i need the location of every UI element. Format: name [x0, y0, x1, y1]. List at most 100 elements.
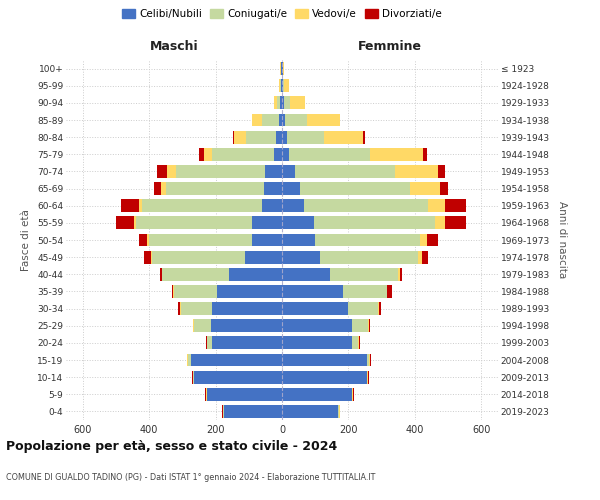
Bar [152, 250, 245, 264]
Bar [282, 302, 349, 315]
Y-axis label: Anni di nascita: Anni di nascita [557, 202, 566, 278]
Bar [368, 320, 369, 332]
Bar [352, 336, 358, 349]
Bar [142, 200, 262, 212]
Bar [151, 250, 152, 264]
Bar [287, 130, 323, 143]
Bar [282, 268, 330, 280]
Bar [284, 96, 290, 110]
Bar [160, 268, 162, 280]
Bar [188, 354, 191, 366]
Bar [280, 62, 281, 75]
Bar [435, 216, 445, 230]
Bar [187, 354, 188, 366]
Bar [282, 354, 367, 366]
Text: COMUNE DI GUALDO TADINO (PG) - Dati ISTAT 1° gennaio 2024 - Elaborazione TUTTITA: COMUNE DI GUALDO TADINO (PG) - Dati ISTA… [6, 473, 376, 482]
Bar [191, 354, 282, 366]
Bar [262, 200, 282, 212]
Bar [281, 80, 282, 92]
Bar [282, 200, 304, 212]
Bar [207, 388, 282, 400]
Bar [388, 285, 392, 298]
Bar [246, 130, 276, 143]
Bar [359, 336, 360, 349]
Bar [418, 250, 422, 264]
Bar [205, 388, 206, 400]
Bar [283, 62, 284, 75]
Bar [422, 250, 428, 264]
Bar [154, 182, 161, 195]
Bar [229, 268, 282, 280]
Bar [282, 165, 295, 178]
Bar [116, 216, 134, 230]
Bar [277, 96, 280, 110]
Bar [274, 148, 282, 160]
Bar [167, 165, 176, 178]
Bar [193, 320, 194, 332]
Bar [264, 182, 282, 195]
Bar [379, 302, 380, 315]
Bar [262, 114, 278, 126]
Bar [173, 285, 174, 298]
Bar [410, 182, 440, 195]
Bar [369, 320, 370, 332]
Y-axis label: Fasce di età: Fasce di età [22, 209, 31, 271]
Bar [282, 182, 300, 195]
Bar [386, 285, 388, 298]
Bar [245, 250, 282, 264]
Bar [282, 285, 343, 298]
Bar [343, 285, 386, 298]
Bar [121, 200, 139, 212]
Bar [252, 114, 262, 126]
Bar [282, 405, 338, 418]
Bar [300, 182, 410, 195]
Bar [352, 388, 353, 400]
Bar [280, 80, 281, 92]
Bar [212, 148, 274, 160]
Bar [274, 96, 277, 110]
Bar [161, 182, 166, 195]
Bar [295, 165, 395, 178]
Bar [192, 370, 193, 384]
Bar [181, 302, 212, 315]
Bar [353, 388, 354, 400]
Bar [211, 320, 282, 332]
Bar [193, 370, 194, 384]
Bar [290, 96, 305, 110]
Bar [180, 302, 181, 315]
Bar [163, 268, 229, 280]
Bar [282, 114, 286, 126]
Bar [307, 114, 340, 126]
Text: Popolazione per età, sesso e stato civile - 2024: Popolazione per età, sesso e stato civil… [6, 440, 337, 453]
Bar [349, 302, 379, 315]
Legend: Celibi/Nubili, Coniugati/e, Vedovi/e, Divorziati/e: Celibi/Nubili, Coniugati/e, Vedovi/e, Di… [118, 5, 446, 24]
Bar [233, 130, 235, 143]
Bar [172, 285, 173, 298]
Bar [149, 234, 252, 246]
Bar [367, 354, 370, 366]
Bar [283, 80, 284, 92]
Bar [282, 388, 352, 400]
Bar [222, 405, 223, 418]
Bar [304, 200, 428, 212]
Bar [370, 354, 371, 366]
Bar [139, 200, 142, 212]
Bar [314, 216, 435, 230]
Bar [367, 370, 368, 384]
Text: Femmine: Femmine [358, 40, 422, 53]
Bar [224, 405, 282, 418]
Bar [162, 268, 163, 280]
Bar [445, 216, 466, 230]
Bar [320, 250, 418, 264]
Bar [286, 114, 307, 126]
Bar [265, 165, 282, 178]
Bar [235, 130, 246, 143]
Bar [134, 216, 136, 230]
Bar [276, 130, 282, 143]
Bar [339, 405, 340, 418]
Bar [282, 148, 289, 160]
Bar [427, 234, 438, 246]
Bar [194, 320, 211, 332]
Bar [352, 320, 368, 332]
Bar [445, 200, 466, 212]
